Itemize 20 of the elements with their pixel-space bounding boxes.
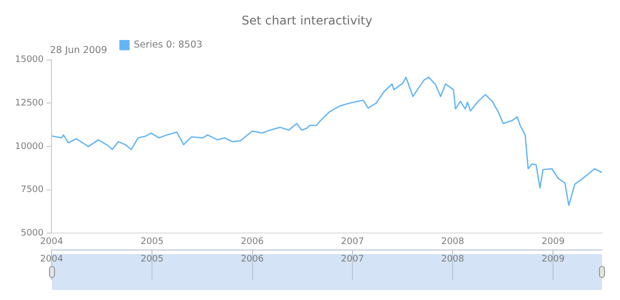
chart-title: Set chart interactivity	[242, 13, 372, 28]
y-tick-label: 12500	[14, 98, 44, 109]
y-tick-label: 7500	[20, 185, 44, 196]
y-tick-label: 5000	[20, 228, 44, 239]
x-tick-label: 2006	[240, 236, 264, 247]
x2-tick-label: 2005	[140, 254, 164, 265]
x-tick-label: 2007	[341, 236, 364, 247]
x-tick-label: 2009	[542, 236, 565, 247]
x2-tick-label: 2009	[542, 254, 565, 265]
text: 28 Jun 2009	[50, 45, 108, 56]
x2-tick-label: 2007	[341, 254, 364, 265]
y-tick-label: 15000	[14, 55, 44, 66]
x2-tick-label: 2006	[240, 254, 264, 265]
x-tick-label: 2005	[140, 236, 164, 247]
legend-label: Series 0: 8503	[134, 40, 202, 51]
x-tick-label: 2008	[441, 236, 464, 247]
x2-tick-label: 2008	[441, 254, 464, 265]
x-tick-label: 2004	[40, 236, 64, 247]
x2-tick-label: 2004	[40, 254, 64, 265]
y-tick-label: 10000	[14, 142, 44, 152]
